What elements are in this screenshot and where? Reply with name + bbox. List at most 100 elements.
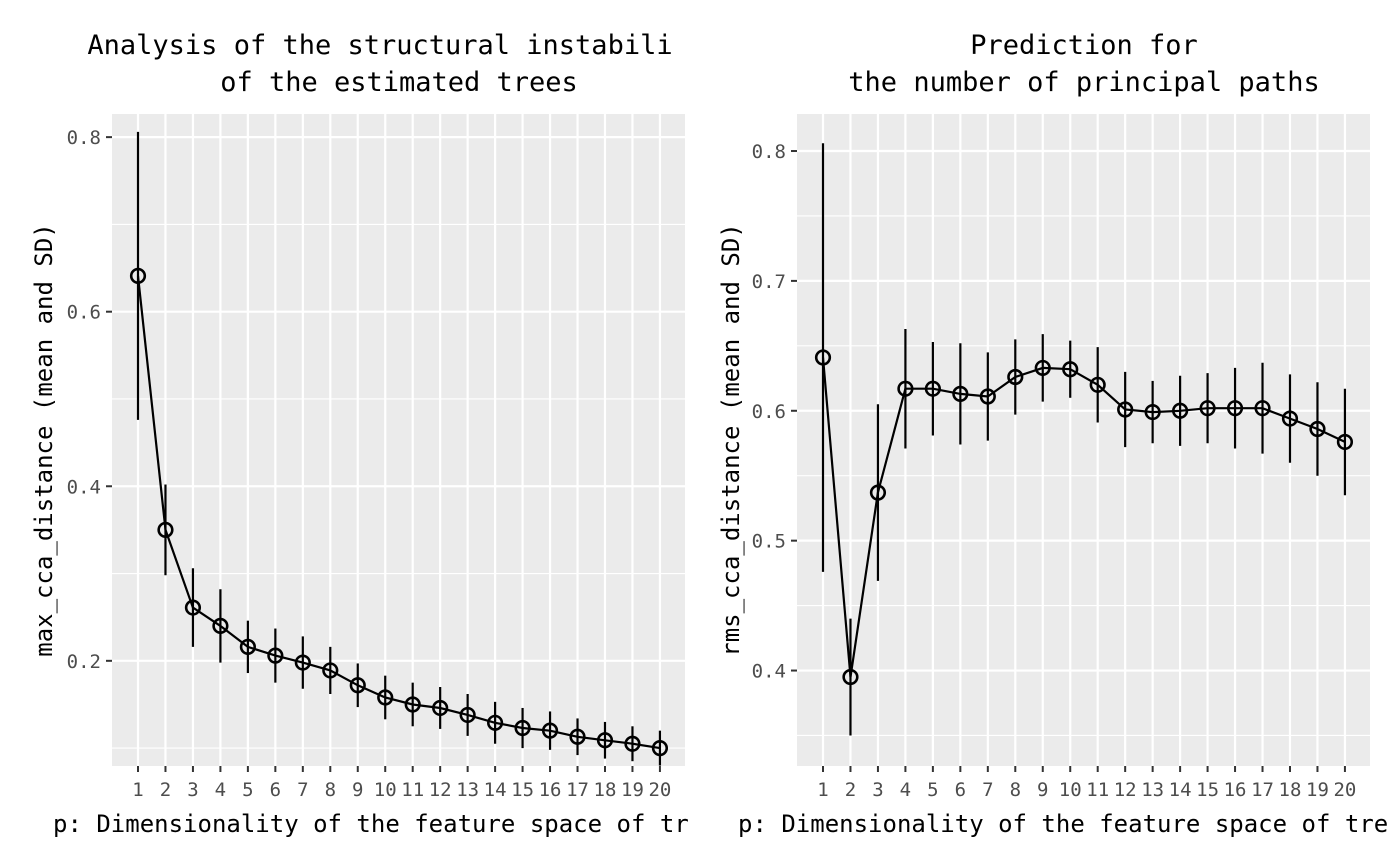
- chart-instability-x-tick-label-8: 9: [352, 779, 363, 801]
- chart-prediction-point-15: [1199, 400, 1216, 417]
- chart-instability-y-tick-label-2: 0.6: [67, 302, 101, 324]
- chart-prediction-point-14: [1172, 402, 1189, 419]
- chart-prediction-point-18: [1281, 410, 1299, 427]
- chart-instability-x-tick-label-6: 7: [297, 779, 308, 801]
- chart-instability-point-15: [514, 719, 531, 737]
- chart-prediction-x-tick-label-0: 1: [817, 779, 828, 801]
- chart-prediction-series-line: [821, 357, 1346, 678]
- chart-prediction-x-tick-label-5: 6: [955, 779, 966, 801]
- chart-instability-point-7: [294, 654, 311, 671]
- chart-prediction: Prediction for the number of principal p…: [717, 30, 1388, 838]
- chart-instability-point-11: [404, 696, 421, 713]
- chart-prediction-panel: [797, 114, 1370, 766]
- chart-prediction-point-20: [1336, 433, 1354, 451]
- chart-instability-point-6: [267, 647, 284, 664]
- chart-instability-x-tick-label-15: 16: [539, 779, 562, 801]
- chart-instability-x-tick-label-14: 15: [511, 779, 534, 801]
- chart-instability-point-17: [569, 728, 586, 745]
- chart-instability-point-3: [184, 599, 202, 616]
- chart-instability-point-9: [349, 677, 366, 694]
- chart-instability-x-tick-label-0: 1: [132, 779, 143, 801]
- chart-instability-x-tick-label-1: 2: [160, 779, 171, 801]
- chart-prediction-x-tick-label-7: 8: [1010, 779, 1021, 801]
- chart-instability-point-1: [129, 267, 147, 285]
- chart-prediction-point-6: [952, 385, 969, 402]
- chart-instability-x-axis-title: p: Dimensionality of the feature space o…: [53, 810, 689, 838]
- chart-prediction-y-axis-title: rms_cca_distance (mean and SD): [717, 223, 745, 656]
- chart-instability-x-tick-label-3: 4: [215, 779, 226, 801]
- chart-instability-x-tick-label-11: 12: [429, 779, 452, 801]
- chart-instability: Analysis of the structural instabili of …: [30, 30, 689, 838]
- chart-instability-x-tick-label-18: 19: [621, 779, 644, 801]
- chart-instability-title-line-1: Analysis of the structural instabili: [87, 30, 672, 61]
- chart-prediction-y-tick-label-0: 0.4: [752, 661, 786, 683]
- chart-prediction-x-axis-title: p: Dimensionality of the feature space o…: [738, 810, 1388, 838]
- chart-instability-x-tick-label-12: 13: [456, 779, 479, 801]
- chart-prediction-x-tick-label-3: 4: [900, 779, 911, 801]
- chart-instability-point-8: [322, 662, 339, 679]
- chart-prediction-y-tick-label-1: 0.5: [752, 531, 786, 553]
- chart-prediction-point-4: [897, 380, 914, 397]
- chart-instability-point-2: [157, 521, 174, 539]
- chart-prediction-x-tick-label-13: 14: [1169, 779, 1192, 801]
- chart-instability-point-10: [377, 689, 394, 706]
- chart-prediction-x-tick-label-19: 20: [1333, 779, 1356, 801]
- chart-instability-y-tick-label-1: 0.4: [67, 476, 101, 498]
- chart-prediction-x-tick-label-1: 2: [845, 779, 856, 801]
- chart-prediction-x-tick-label-6: 7: [982, 779, 993, 801]
- chart-prediction-point-17: [1254, 400, 1271, 417]
- chart-prediction-y-tick-label-2: 0.6: [752, 401, 786, 423]
- chart-instability-title-line-2: of the estimated trees: [220, 67, 578, 98]
- chart-prediction-y-tick-label-3: 0.7: [752, 271, 786, 293]
- chart-instability-x-tick-label-16: 17: [566, 779, 589, 801]
- chart-instability-point-14: [487, 714, 504, 731]
- chart-instability-point-5: [239, 638, 256, 655]
- chart-prediction-point-13: [1144, 403, 1161, 421]
- chart-prediction-point-1: [814, 349, 832, 366]
- chart-prediction-x-tick-label-14: 15: [1196, 779, 1219, 801]
- chart-prediction-point-19: [1309, 420, 1326, 438]
- chart-prediction-point-12: [1117, 401, 1134, 418]
- chart-prediction-x-tick-label-11: 12: [1114, 779, 1137, 801]
- chart-prediction-x-tick-label-12: 13: [1141, 779, 1164, 801]
- chart-instability-panel: [112, 114, 685, 766]
- chart-instability-marks: [129, 131, 669, 766]
- chart-instability-point-19: [624, 735, 641, 752]
- chart-instability-x-tick-label-7: 8: [325, 779, 336, 801]
- chart-prediction-point-8: [1007, 368, 1024, 386]
- chart-prediction-y-axis: 0.4 0.5 0.6 0.7 0.8: [752, 141, 797, 683]
- chart-instability-point-4: [212, 617, 229, 635]
- chart-instability-point-20: [651, 740, 669, 757]
- chart-prediction-marks: [814, 143, 1354, 736]
- chart-instability-y-axis-title: max_cca_distance (mean and SD): [30, 223, 58, 656]
- chart-prediction-x-tick-label-2: 3: [872, 779, 883, 801]
- chart-prediction-x-tick-label-18: 19: [1306, 779, 1329, 801]
- chart-prediction-x-tick-label-4: 5: [927, 779, 938, 801]
- chart-prediction-point-7: [979, 388, 996, 405]
- chart-instability-point-13: [459, 706, 476, 724]
- chart-instability-x-tick-label-4: 5: [242, 779, 253, 801]
- chart-prediction-x-tick-label-9: 10: [1059, 779, 1082, 801]
- chart-instability-x-tick-label-5: 6: [270, 779, 281, 801]
- chart-prediction-title-line-2: the number of principal paths: [848, 67, 1319, 98]
- chart-instability-y-tick-label-3: 0.8: [67, 127, 101, 149]
- chart-instability-x-tick-label-2: 3: [187, 779, 198, 801]
- chart-prediction-point-2: [842, 668, 859, 686]
- chart-instability-x-tick-label-13: 14: [484, 779, 507, 801]
- chart-prediction-x-axis: 1 2 3 4 5 6 7 8 9 10 11 12 13 14 15 16 17 18 19 20: [817, 766, 1356, 801]
- chart-prediction-x-tick-label-15: 16: [1224, 779, 1247, 801]
- chart-prediction-point-16: [1226, 400, 1244, 417]
- chart-instability-point-12: [432, 699, 449, 717]
- chart-instability-x-tick-label-10: 11: [401, 779, 424, 801]
- chart-prediction-x-tick-label-10: 11: [1086, 779, 1109, 801]
- chart-instability-x-axis: 1 2 3 4 5 6 7 8 9 10 11 12 13 14 15 16 17 18 19 20: [132, 766, 671, 801]
- chart-prediction-point-9: [1034, 359, 1051, 377]
- chart-prediction-x-tick-label-17: 18: [1279, 779, 1302, 801]
- chart-prediction-point-3: [869, 484, 887, 501]
- chart-prediction-y-tick-label-4: 0.8: [752, 141, 786, 163]
- chart-prediction-point-5: [924, 380, 941, 397]
- chart-prediction-point-11: [1089, 376, 1106, 393]
- chart-instability-y-axis: 0.2 0.4 0.6 0.8: [67, 127, 112, 673]
- chart-prediction-point-10: [1062, 361, 1079, 378]
